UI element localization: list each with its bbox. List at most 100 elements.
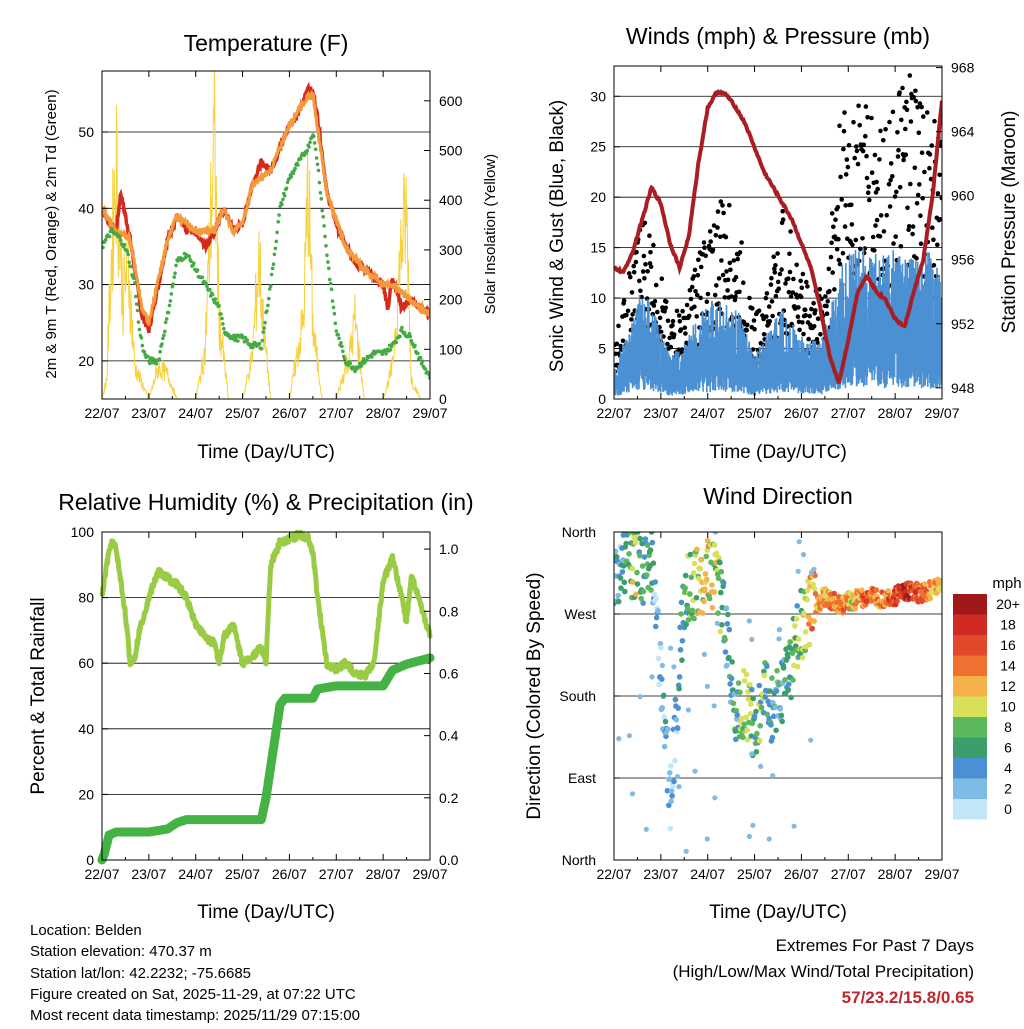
direction-point — [702, 571, 709, 577]
direction-point — [653, 595, 659, 601]
gust-point — [850, 242, 855, 248]
gust-point — [694, 292, 700, 298]
direction-point — [667, 770, 673, 776]
location-text: Location: Belden — [30, 922, 142, 939]
gust-point — [917, 182, 922, 187]
gust-point — [878, 128, 883, 134]
gust-point — [815, 316, 821, 322]
gust-point — [652, 299, 658, 304]
gust-point — [870, 234, 876, 240]
dewpoint-point — [329, 287, 334, 292]
direction-point — [703, 553, 710, 560]
y-tick-label: West — [564, 606, 596, 622]
legend-swatch — [953, 635, 987, 656]
x-tick-label: 23/07 — [643, 405, 678, 421]
direction-point — [795, 568, 801, 574]
humidity-axes: 0 20 40 60 80 100 0.0 0.2 0.4 0.6 0.8 1.0 22/07 23/07… — [71, 524, 459, 882]
gust-point — [860, 148, 866, 154]
y2-tick-label: 948 — [951, 380, 975, 396]
gust-point — [731, 258, 737, 263]
gust-point — [817, 286, 823, 292]
winds-title: Winds (mph) & Pressure (mb) — [626, 23, 930, 49]
dewpoint-point — [245, 338, 250, 343]
direction-point — [746, 833, 753, 840]
station-info: Location: Belden Station elevation: 470.… — [30, 920, 360, 1026]
direction-point — [787, 639, 793, 645]
gust-point — [829, 240, 834, 246]
gust-point — [856, 103, 861, 109]
gust-point — [671, 332, 677, 337]
dewpoint-point — [276, 220, 281, 224]
gust-point — [729, 294, 734, 299]
direction-point — [688, 574, 695, 581]
gust-point — [825, 299, 830, 304]
dewpoint-point — [174, 263, 178, 268]
gust-point — [663, 305, 668, 311]
direction-point — [726, 654, 732, 661]
direction-point — [734, 712, 740, 718]
gust-point — [918, 241, 924, 246]
y2-tick-label: 200 — [439, 292, 463, 308]
gust-point — [732, 297, 738, 303]
dewpoint-point — [173, 271, 177, 276]
gust-point — [775, 251, 780, 256]
gust-point — [779, 267, 784, 272]
direction-point — [666, 776, 673, 782]
direction-point — [750, 822, 756, 828]
gust-point — [865, 115, 870, 120]
direction-point — [704, 576, 710, 583]
direction-point — [719, 622, 725, 628]
direction-point — [664, 787, 671, 794]
gust-point — [718, 234, 723, 240]
direction-point — [653, 614, 660, 621]
direction-left-ylabel: Direction (Colored By Speed) — [524, 572, 545, 819]
gust-point — [875, 186, 880, 192]
gust-point — [837, 261, 843, 267]
gust-point — [919, 150, 925, 155]
x-tick-label: 25/07 — [737, 866, 772, 882]
direction-point — [617, 575, 624, 581]
gust-point — [667, 335, 672, 341]
dewpoint-point — [282, 194, 287, 198]
direction-point — [615, 598, 622, 605]
direction-point — [672, 696, 679, 703]
dewpoint-point — [169, 292, 174, 296]
gust-point — [888, 177, 893, 183]
gust-point — [796, 305, 801, 310]
humidity-left-ylabel: Percent & Total Rainfall — [28, 597, 49, 794]
gust-point — [898, 244, 904, 249]
gust-point — [913, 88, 918, 94]
direction-point — [689, 607, 696, 614]
legend-swatch — [953, 594, 987, 615]
y2-tick-label: 0.8 — [439, 603, 459, 619]
solar-line — [102, 71, 430, 399]
legend-swatch — [953, 737, 987, 758]
direction-point — [791, 823, 797, 829]
dewpoint-point — [277, 213, 281, 217]
gust-point — [677, 319, 683, 324]
dewpoint-point — [102, 245, 105, 250]
direction-point — [761, 672, 768, 679]
direction-point — [744, 727, 750, 733]
dewpoint-point — [326, 260, 330, 264]
gust-point — [687, 313, 692, 319]
direction-point — [615, 592, 621, 599]
x-tick-label: 22/07 — [596, 405, 631, 421]
direction-point — [683, 621, 689, 628]
dewpoint-point — [118, 238, 123, 242]
dewpoint-point — [243, 335, 248, 340]
dewpoint-point — [281, 197, 285, 202]
gust-point — [884, 213, 889, 218]
x-tick-label: 22/07 — [84, 866, 119, 882]
y2-tick-label: 500 — [439, 143, 463, 159]
y2-tick-label: 1.0 — [439, 541, 459, 557]
dewpoint-point — [139, 336, 144, 340]
direction-point — [715, 610, 721, 616]
gust-point — [780, 209, 785, 214]
dewpoint-point — [370, 355, 374, 359]
y-tick-label: 10 — [590, 290, 606, 306]
direction-point — [758, 704, 765, 711]
x-tick-label: 25/07 — [225, 866, 260, 882]
gust-point — [909, 91, 914, 97]
